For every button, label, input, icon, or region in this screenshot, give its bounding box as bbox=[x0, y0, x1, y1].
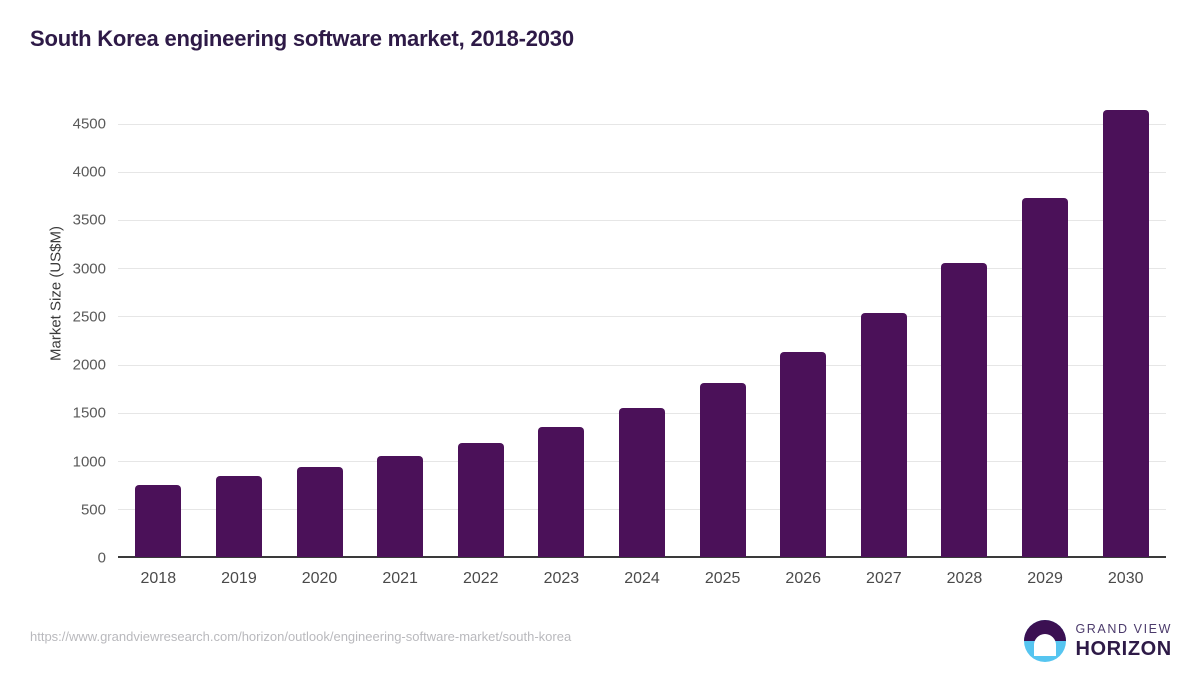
y-axis-tick-label: 3000 bbox=[72, 260, 106, 278]
y-axis-tick-label: 1500 bbox=[72, 404, 106, 422]
bar-2021[interactable] bbox=[377, 455, 424, 557]
y-axis-tick-label: 2000 bbox=[72, 356, 106, 374]
y-axis-tick-label: 3500 bbox=[72, 211, 106, 229]
gridline bbox=[118, 123, 1166, 125]
bar-2027[interactable] bbox=[860, 313, 907, 557]
source-url[interactable]: https://www.grandviewresearch.com/horizo… bbox=[30, 629, 572, 644]
logo-water-line-1 bbox=[1037, 646, 1053, 650]
logo-water-line-2 bbox=[1040, 651, 1050, 655]
x-axis-tick-label: 2026 bbox=[785, 570, 822, 587]
logo-bottom-text: HORIZON bbox=[1075, 637, 1172, 660]
y-axis-tick-label: 500 bbox=[80, 501, 106, 519]
bar-2029[interactable] bbox=[1022, 197, 1069, 557]
gridline bbox=[118, 364, 1166, 366]
logo-wordmark: GRAND VIEW HORIZON bbox=[1075, 623, 1172, 659]
chart-figure: Market Size (US$M) 0 500 1000 1500 2000 2500 3… bbox=[47, 100, 1166, 587]
bar-2028[interactable] bbox=[941, 262, 988, 557]
logo-top-text: GRAND VIEW bbox=[1075, 622, 1172, 637]
y-axis-tick-label: 4500 bbox=[72, 115, 106, 133]
x-axis-tick-label: 2030 bbox=[1107, 570, 1144, 587]
gridline bbox=[118, 219, 1166, 221]
bar-2022[interactable] bbox=[457, 442, 504, 557]
x-axis-tick-label: 2029 bbox=[1027, 570, 1063, 587]
x-axis-tick-label: 2023 bbox=[543, 570, 580, 587]
logo-sky-half bbox=[1024, 620, 1067, 641]
bar-2030[interactable] bbox=[1102, 110, 1149, 557]
bar-2019[interactable] bbox=[215, 476, 262, 557]
x-axis-tick-label: 2020 bbox=[301, 570, 338, 587]
x-axis-tick-label: 2028 bbox=[946, 570, 983, 587]
x-axis-line bbox=[118, 556, 1166, 558]
bar-2018[interactable] bbox=[135, 485, 182, 557]
bar-2023[interactable] bbox=[538, 427, 585, 557]
gridline bbox=[118, 268, 1166, 270]
x-axis-tick-label: 2022 bbox=[462, 570, 499, 587]
gridline bbox=[118, 316, 1166, 318]
x-axis-tick-label: 2024 bbox=[624, 570, 660, 587]
bar-2026[interactable] bbox=[780, 351, 827, 557]
x-axis-tick-label: 2019 bbox=[221, 570, 257, 587]
horizon-sun-circle-icon bbox=[1024, 620, 1067, 662]
page-title: South Korea engineering software market,… bbox=[30, 26, 574, 51]
y-axis-tick-label: 1000 bbox=[72, 453, 106, 471]
x-axis-tick-label: 2025 bbox=[704, 570, 741, 587]
x-axis-tick-label: 2027 bbox=[866, 570, 902, 587]
y-axis-tick-label: 4000 bbox=[72, 163, 106, 181]
bar-2020[interactable] bbox=[296, 467, 343, 557]
y-axis-title: Market Size (US$M) bbox=[47, 225, 65, 362]
plot-area: 0 500 1000 1500 2000 2500 3000 3500 4000 4500 2018… bbox=[73, 100, 1166, 587]
y-axis-tick-label: 2500 bbox=[72, 308, 106, 326]
y-axis-tick-label: 0 bbox=[97, 549, 106, 567]
bar-2025[interactable] bbox=[699, 382, 746, 557]
x-axis-tick-label: 2021 bbox=[382, 570, 418, 587]
bar-2024[interactable] bbox=[619, 408, 665, 557]
gridline bbox=[118, 171, 1166, 173]
logo-sun-dome bbox=[1034, 634, 1057, 657]
brand-logo: GRAND VIEW HORIZON bbox=[1024, 620, 1172, 662]
x-axis-tick-label: 2018 bbox=[140, 570, 177, 587]
